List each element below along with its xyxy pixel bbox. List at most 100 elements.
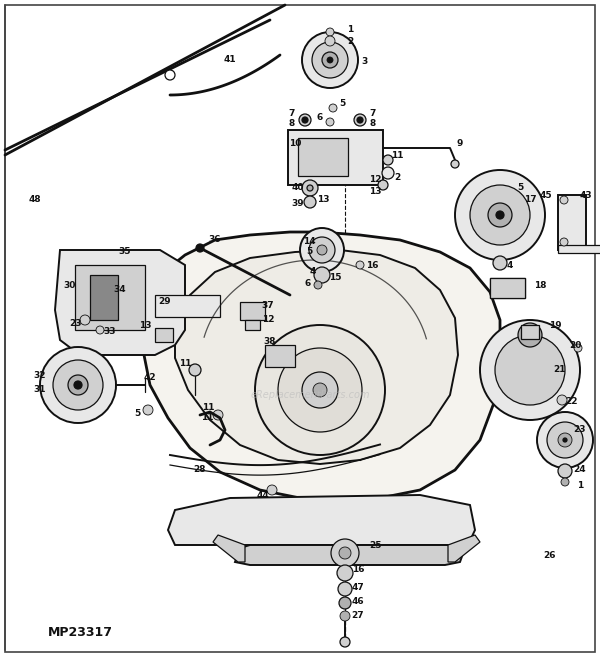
- Text: 5: 5: [339, 99, 345, 108]
- Circle shape: [96, 326, 104, 334]
- Text: 37: 37: [262, 300, 274, 309]
- Circle shape: [53, 360, 103, 410]
- Bar: [245, 320, 260, 330]
- Bar: [490, 278, 525, 298]
- Text: 1: 1: [347, 26, 353, 35]
- Bar: [288, 130, 383, 185]
- Text: 5: 5: [306, 248, 312, 256]
- Text: 22: 22: [566, 397, 578, 407]
- Bar: [558, 245, 600, 253]
- Text: 12: 12: [262, 315, 274, 325]
- Circle shape: [314, 267, 330, 283]
- Circle shape: [313, 383, 327, 397]
- Circle shape: [574, 344, 582, 352]
- Circle shape: [304, 196, 316, 208]
- Circle shape: [560, 196, 568, 204]
- Bar: [558, 195, 586, 250]
- Bar: [298, 138, 348, 176]
- Circle shape: [547, 422, 583, 458]
- Circle shape: [329, 104, 337, 112]
- Circle shape: [451, 160, 459, 168]
- Circle shape: [314, 281, 322, 289]
- Circle shape: [255, 325, 385, 455]
- Bar: [90, 275, 118, 320]
- Circle shape: [518, 323, 542, 347]
- Text: 48: 48: [29, 196, 41, 204]
- Text: 14: 14: [302, 237, 316, 246]
- Circle shape: [563, 438, 567, 442]
- Circle shape: [80, 315, 90, 325]
- Text: 13: 13: [317, 196, 329, 204]
- Text: 30: 30: [64, 281, 76, 290]
- Circle shape: [302, 32, 358, 88]
- Text: 33: 33: [104, 327, 116, 336]
- Circle shape: [557, 395, 567, 405]
- Text: 13: 13: [139, 321, 151, 330]
- Bar: [155, 328, 173, 342]
- Text: 19: 19: [548, 321, 562, 330]
- Text: 27: 27: [352, 612, 364, 620]
- Text: 11: 11: [391, 152, 403, 160]
- Text: 34: 34: [113, 286, 127, 294]
- Text: 7: 7: [289, 108, 295, 118]
- Text: 18: 18: [534, 281, 546, 290]
- Circle shape: [302, 117, 308, 123]
- Circle shape: [267, 485, 277, 495]
- Circle shape: [339, 547, 351, 559]
- Circle shape: [354, 114, 366, 126]
- Text: 29: 29: [158, 298, 172, 307]
- Text: 2: 2: [347, 37, 353, 47]
- Text: 23: 23: [69, 319, 81, 327]
- Circle shape: [558, 433, 572, 447]
- Text: 2: 2: [394, 173, 400, 183]
- Bar: [75, 265, 145, 330]
- Text: 26: 26: [544, 551, 556, 560]
- Polygon shape: [143, 232, 500, 500]
- Text: 5: 5: [134, 409, 140, 417]
- Text: 6: 6: [305, 279, 311, 288]
- Text: 36: 36: [209, 235, 221, 244]
- Text: 24: 24: [574, 466, 586, 474]
- Circle shape: [312, 42, 348, 78]
- Circle shape: [74, 381, 82, 389]
- Text: 4: 4: [310, 267, 316, 277]
- Circle shape: [383, 155, 393, 165]
- Circle shape: [561, 478, 569, 486]
- Circle shape: [455, 170, 545, 260]
- Text: 5: 5: [517, 183, 523, 193]
- Circle shape: [558, 464, 572, 478]
- Circle shape: [495, 335, 565, 405]
- Text: 47: 47: [352, 583, 364, 593]
- Bar: [240, 302, 265, 320]
- Text: 6: 6: [317, 114, 323, 122]
- Circle shape: [300, 228, 344, 272]
- Text: eReplacementParts.com: eReplacementParts.com: [250, 390, 370, 400]
- Circle shape: [337, 565, 353, 581]
- Text: 8: 8: [289, 120, 295, 129]
- Polygon shape: [175, 250, 458, 464]
- Circle shape: [165, 70, 175, 80]
- Text: 43: 43: [580, 191, 592, 200]
- Text: 11: 11: [202, 403, 214, 413]
- Bar: [265, 345, 295, 367]
- Circle shape: [307, 185, 313, 191]
- Circle shape: [537, 412, 593, 468]
- Polygon shape: [55, 250, 185, 355]
- Text: 16: 16: [366, 260, 378, 269]
- Polygon shape: [213, 535, 245, 562]
- Circle shape: [331, 539, 359, 567]
- Circle shape: [493, 256, 507, 270]
- Circle shape: [143, 405, 153, 415]
- Circle shape: [326, 118, 334, 126]
- Text: 28: 28: [194, 466, 206, 474]
- Circle shape: [322, 52, 338, 68]
- Circle shape: [480, 320, 580, 420]
- Text: 41: 41: [224, 55, 236, 64]
- Circle shape: [470, 185, 530, 245]
- Circle shape: [340, 637, 350, 647]
- Polygon shape: [490, 278, 525, 298]
- Text: 7: 7: [370, 108, 376, 118]
- Polygon shape: [448, 535, 480, 562]
- Text: 32: 32: [34, 371, 46, 380]
- Circle shape: [339, 597, 351, 609]
